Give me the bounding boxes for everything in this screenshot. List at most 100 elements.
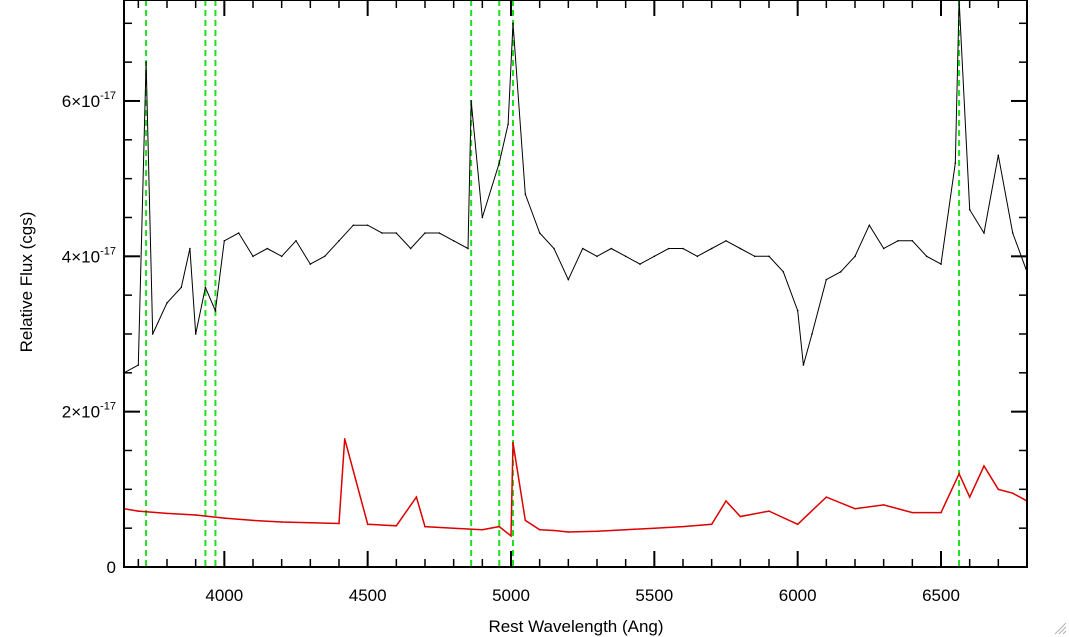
y-tick-exponent: -17	[100, 245, 116, 257]
series-0-point-38	[596, 255, 598, 258]
series-0-point-13	[266, 247, 269, 250]
series-0-point-34	[538, 232, 541, 234]
series-0-point-42	[653, 255, 656, 258]
series-1-point-31	[796, 523, 799, 526]
series-0-point-2	[145, 61, 147, 63]
x-tick-label: 6500	[922, 586, 960, 605]
series-1-point-13	[424, 525, 426, 528]
series-1-point-18	[512, 441, 514, 444]
y-axis-title: Relative Flux (cgs)	[17, 212, 36, 353]
series-1-point-10	[366, 523, 369, 526]
x-tick-label: 4500	[349, 586, 387, 605]
x-tick-label: 5500	[635, 586, 673, 605]
series-1-point-30	[768, 510, 770, 512]
x-axis-title: Rest Wavelength (Ang)	[488, 617, 663, 636]
series-0-point-27	[467, 247, 469, 250]
series-0-point-14	[280, 255, 283, 258]
series-0-point-21	[381, 232, 383, 234]
series-1-point-36	[940, 511, 942, 514]
series-1-point-15	[481, 528, 484, 531]
series-0-point-29	[481, 216, 484, 219]
resize-grip-icon[interactable]	[1053, 621, 1067, 635]
series-0-point-59	[882, 247, 885, 250]
series-0-point-69	[1011, 232, 1014, 234]
y-tick-exponent: -17	[100, 401, 116, 413]
series-0-point-50	[768, 255, 770, 258]
y-tick-label: 0	[107, 558, 116, 577]
y-tick-label: 2×10-17	[62, 401, 116, 422]
y-tick-label: 4×10-17	[62, 245, 116, 266]
series-0-point-24	[424, 232, 426, 234]
series-1-point-16	[498, 525, 501, 528]
series-0-point-17	[323, 255, 326, 258]
series-line-1	[124, 438, 1027, 538]
series-1-point-3	[194, 514, 197, 516]
x-tick-label: 6000	[779, 586, 817, 605]
series-1-point-7	[309, 521, 312, 524]
series-1-point-9	[343, 438, 346, 440]
series-0-point-41	[639, 263, 641, 265]
series-0-point-10	[223, 239, 226, 242]
series-0-point-67	[983, 232, 985, 234]
series-0-point-51	[782, 271, 785, 273]
y-tick-base: 4×10	[62, 247, 100, 266]
series-0-point-40	[624, 255, 627, 258]
series-0-point-7	[194, 333, 197, 335]
series-0-point-44	[682, 247, 684, 250]
axes: 4000 4500 5000 5500 6000 650002×10-174×10-176…	[62, 0, 1028, 605]
series-1-point-37	[958, 472, 960, 475]
series-0-point-58	[868, 224, 871, 227]
series-0-point-57	[854, 255, 856, 258]
series-1-point-11	[395, 525, 398, 527]
series-1-point-38	[968, 496, 971, 498]
series-1-point-14	[452, 527, 455, 529]
series-0-point-35	[553, 247, 555, 250]
plot-area	[124, 0, 1027, 567]
series-0-point-43	[667, 247, 670, 250]
series-0-point-22	[395, 232, 398, 234]
series-0-point-18	[338, 239, 340, 242]
series-1-point-34	[882, 504, 885, 506]
y-tick-base: 2×10	[62, 403, 100, 422]
series-1-point-1	[137, 510, 140, 512]
y-tick-exponent: -17	[100, 90, 116, 102]
series-0-point-33	[524, 193, 527, 195]
series-1-point-5	[252, 519, 254, 522]
series-0-point-49	[753, 255, 756, 258]
series-0-point-62	[925, 255, 928, 258]
series-0-point-16	[309, 263, 312, 265]
series-0-point-47	[725, 239, 727, 242]
series-0-point-56	[839, 271, 842, 273]
series-0-point-5	[180, 286, 183, 289]
y-tick-label: 6×10-17	[62, 90, 116, 111]
series-1-point-24	[624, 528, 627, 531]
series-1-point-40	[997, 488, 1000, 491]
series-0-point-9	[214, 309, 217, 312]
series-0-point-11	[237, 232, 240, 234]
series-0-point-61	[911, 239, 914, 242]
series-0-point-25	[438, 232, 441, 234]
series-0-point-12	[252, 255, 254, 258]
series-1-point-23	[596, 530, 598, 533]
series-0-point-26	[452, 239, 455, 242]
series-0-point-52	[796, 309, 799, 312]
series-1-point-39	[983, 465, 985, 467]
series-0-point-53	[802, 364, 805, 366]
series-1-point-22	[567, 531, 570, 533]
series-1-point-20	[538, 528, 541, 531]
series-0-point-63	[940, 263, 942, 265]
series-1-point-27	[710, 523, 713, 526]
series-1-point-8	[338, 522, 340, 525]
series-1-point-12	[415, 496, 418, 498]
series-0-point-60	[897, 239, 899, 242]
series-1-point-6	[280, 521, 283, 523]
series-1-point-32	[825, 496, 828, 498]
series-1-point-19	[524, 519, 527, 522]
series-0-point-3	[151, 333, 154, 335]
series-line-0	[124, 0, 1027, 374]
series-0-point-8	[204, 286, 207, 289]
series-0-point-23	[409, 247, 412, 250]
series-1-point-21	[553, 529, 555, 532]
series-0-point-1	[137, 364, 140, 366]
